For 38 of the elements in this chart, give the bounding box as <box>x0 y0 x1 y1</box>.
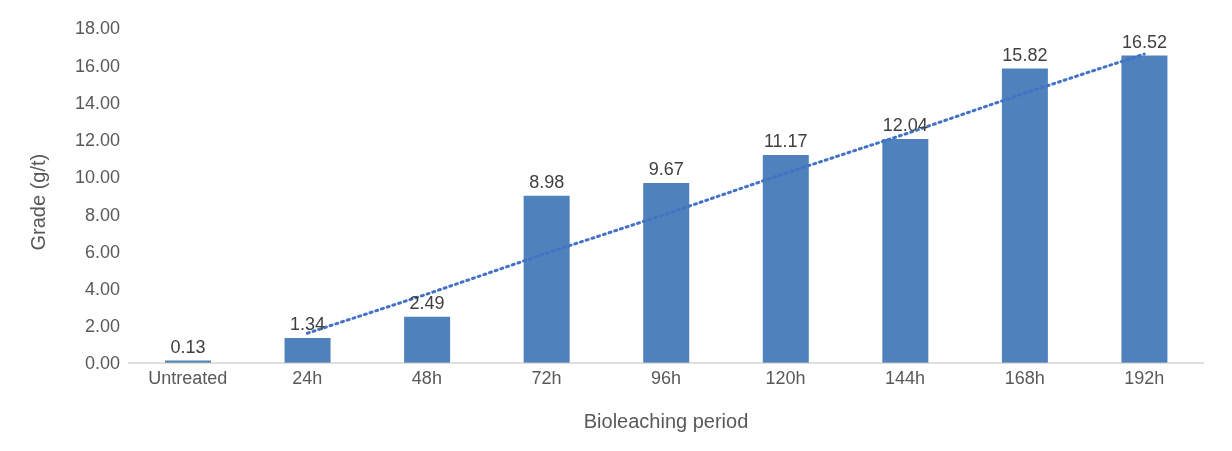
y-tick-label: 4.00 <box>84 278 120 299</box>
data-label: 12.04 <box>882 114 928 135</box>
bar <box>404 316 451 363</box>
y-tick-label: 18.00 <box>74 18 120 39</box>
x-tick-label: Untreated <box>148 367 228 388</box>
y-tick-label: 14.00 <box>74 92 120 113</box>
data-label: 9.67 <box>648 159 684 180</box>
y-tick-label: 0.00 <box>84 353 120 374</box>
y-axis-title: Grade (g/t) <box>27 153 50 251</box>
bar <box>882 138 929 363</box>
data-label: 2.49 <box>409 292 445 313</box>
x-axis-title: Bioleaching period <box>583 410 749 432</box>
y-tick-label: 8.00 <box>84 204 120 225</box>
data-label: 16.52 <box>1121 31 1167 52</box>
y-tick-label: 6.00 <box>84 241 120 262</box>
bar <box>284 338 331 363</box>
bar <box>1001 68 1048 363</box>
y-tick-label: 12.00 <box>74 130 120 151</box>
x-tick-label: 48h <box>411 367 442 388</box>
bar <box>523 195 570 363</box>
y-tick-label: 10.00 <box>74 167 120 188</box>
data-label: 11.17 <box>763 131 808 152</box>
x-tick-label: 96h <box>650 367 682 388</box>
y-tick-label: 2.00 <box>84 316 120 337</box>
x-tick-label: 24h <box>292 367 323 388</box>
data-label: 15.82 <box>1002 44 1048 65</box>
x-tick-label: 72h <box>531 367 562 388</box>
x-tick-label: 168h <box>1004 367 1045 388</box>
bar <box>1121 55 1168 363</box>
data-label: 8.98 <box>529 171 565 192</box>
x-tick-label: 144h <box>885 367 926 388</box>
bar <box>762 155 809 363</box>
x-tick-label: 120h <box>765 367 806 388</box>
x-tick-label: 192h <box>1124 367 1165 388</box>
y-tick-label: 16.00 <box>74 55 120 76</box>
bar <box>643 183 690 363</box>
data-label: 1.34 <box>290 314 326 335</box>
data-label: 0.13 <box>170 336 206 357</box>
